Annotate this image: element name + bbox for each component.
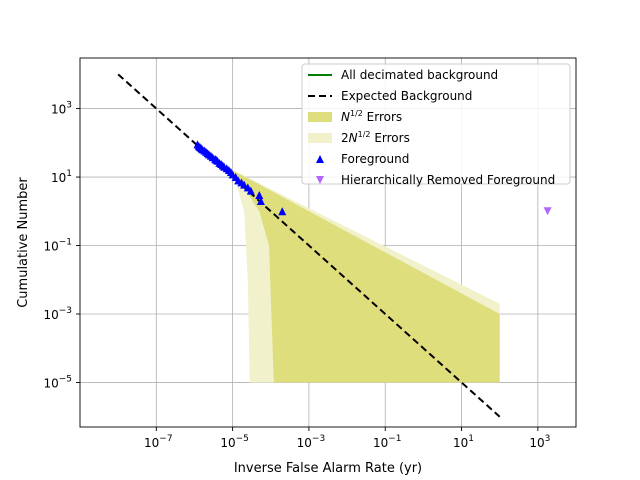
foreground-point xyxy=(240,180,249,189)
foreground-markers xyxy=(193,140,552,216)
legend-marker-up-swatch xyxy=(316,155,324,163)
legend-label: N1/2 Errors xyxy=(341,109,402,124)
legend-label: Hierarchically Removed Foreground xyxy=(341,173,555,187)
x-axis-label: Inverse False Alarm Rate (yr) xyxy=(234,461,422,476)
legend-label: 2N1/2 Errors xyxy=(341,130,410,145)
axis-ticks: 10−7 10−5 10−3 10−1 101 103 10−5 10−3 10−1 101 103 xyxy=(43,101,550,450)
error-bands xyxy=(232,170,500,383)
y-tick-label: 10−1 xyxy=(43,238,72,254)
legend-label: All decimated background xyxy=(341,68,498,82)
legend: All decimated background Expected Backgro… xyxy=(301,63,571,187)
y-tick-label: 101 xyxy=(51,169,72,185)
foreground-point xyxy=(278,207,287,216)
y-tick-label: 10−5 xyxy=(43,374,72,390)
x-tick-label: 10−3 xyxy=(297,434,326,450)
y-tick-label: 10−3 xyxy=(43,306,72,322)
x-tick-label: 10−1 xyxy=(373,434,402,450)
legend-patch-swatch xyxy=(308,133,332,143)
legend-label: Foreground xyxy=(341,152,409,166)
y-axis-label: Cumulative Number xyxy=(16,177,31,308)
expected-background-line xyxy=(117,73,501,418)
foreground-point xyxy=(256,196,265,205)
removed-foreground-point xyxy=(543,207,552,216)
legend-box xyxy=(301,63,571,185)
legend-marker-down-swatch xyxy=(316,176,324,184)
x-tick-label: 10−5 xyxy=(220,434,249,450)
foreground-point xyxy=(255,190,264,199)
legend-patch-swatch xyxy=(308,112,332,122)
one-sigma-error-band xyxy=(232,170,500,383)
y-tick-label: 103 xyxy=(51,101,72,117)
x-tick-label: 101 xyxy=(453,434,474,450)
foreground-point xyxy=(246,186,255,195)
legend-label: Expected Background xyxy=(341,89,472,103)
x-tick-label: 103 xyxy=(529,434,550,450)
expected-background-dashed-line xyxy=(117,73,501,418)
plot-frame xyxy=(79,57,577,428)
x-tick-label: 10−7 xyxy=(144,434,173,450)
